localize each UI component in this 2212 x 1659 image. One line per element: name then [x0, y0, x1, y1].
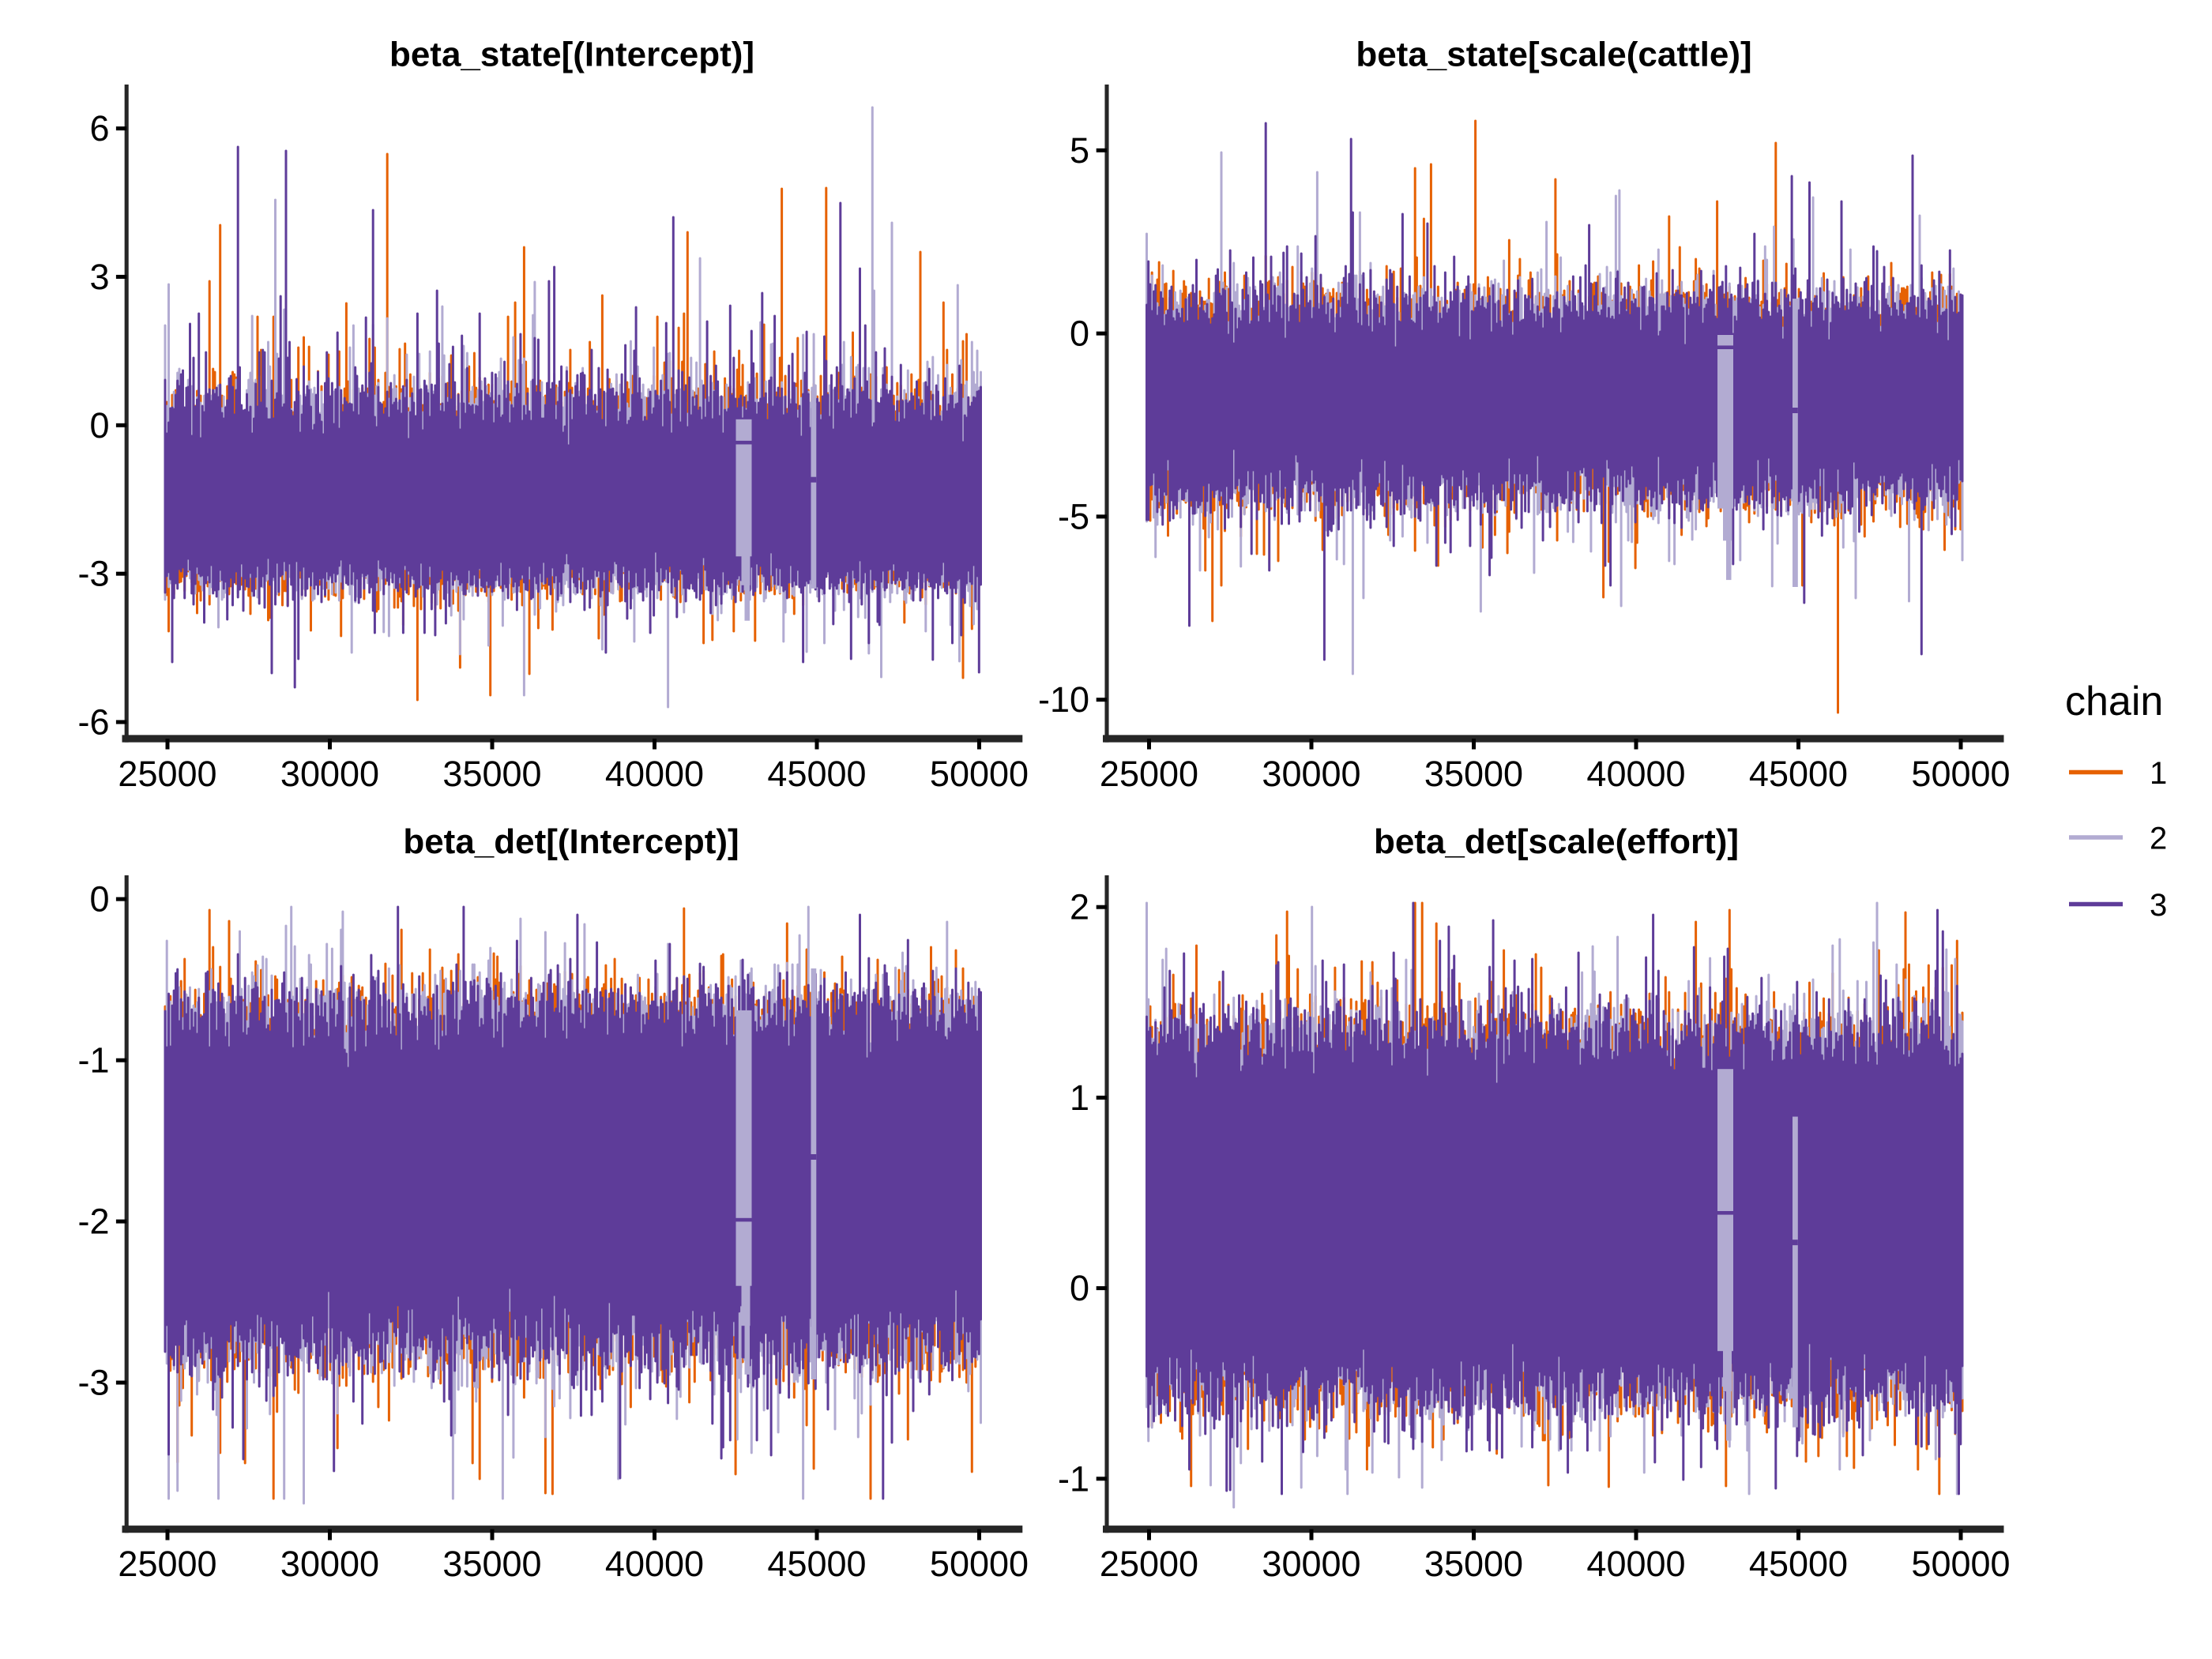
svg-text:40000: 40000 [605, 1544, 704, 1584]
svg-text:2: 2 [2150, 822, 2167, 856]
svg-text:-3: -3 [77, 554, 109, 594]
svg-text:-6: -6 [77, 702, 109, 743]
svg-text:-5: -5 [1058, 496, 1089, 536]
svg-text:0: 0 [89, 879, 109, 920]
svg-text:35000: 35000 [1424, 754, 1523, 794]
svg-text:25000: 25000 [118, 754, 216, 794]
svg-text:-10: -10 [1038, 679, 1089, 720]
svg-text:-1: -1 [77, 1040, 109, 1081]
svg-text:30000: 30000 [280, 1544, 379, 1584]
svg-text:beta_state[(Intercept)]: beta_state[(Intercept)] [389, 36, 754, 74]
svg-text:40000: 40000 [1586, 754, 1685, 794]
svg-text:0: 0 [1070, 314, 1089, 354]
svg-text:3: 3 [89, 257, 109, 297]
svg-text:2: 2 [1070, 887, 1089, 927]
svg-text:-3: -3 [77, 1363, 109, 1403]
svg-text:beta_state[scale(cattle)]: beta_state[scale(cattle)] [1356, 36, 1751, 74]
svg-text:beta_det[(Intercept)]: beta_det[(Intercept)] [403, 822, 739, 861]
svg-text:50000: 50000 [1911, 754, 2010, 794]
svg-text:1: 1 [1070, 1078, 1089, 1118]
svg-text:40000: 40000 [605, 754, 704, 794]
svg-text:5: 5 [1070, 130, 1089, 171]
svg-text:35000: 35000 [442, 1544, 541, 1584]
svg-text:-2: -2 [77, 1202, 109, 1242]
svg-text:6: 6 [89, 108, 109, 149]
svg-text:50000: 50000 [930, 754, 1029, 794]
svg-text:25000: 25000 [1100, 754, 1198, 794]
svg-text:30000: 30000 [1262, 754, 1360, 794]
svg-text:chain: chain [2065, 679, 2163, 724]
svg-text:3: 3 [2150, 888, 2167, 923]
svg-text:30000: 30000 [1262, 1544, 1360, 1584]
svg-text:40000: 40000 [1586, 1544, 1685, 1584]
svg-text:50000: 50000 [930, 1544, 1029, 1584]
svg-text:45000: 45000 [767, 1544, 866, 1584]
svg-text:-1: -1 [1058, 1458, 1089, 1499]
svg-text:35000: 35000 [1424, 1544, 1523, 1584]
svg-text:45000: 45000 [767, 754, 866, 794]
svg-text:0: 0 [1070, 1268, 1089, 1308]
svg-text:1: 1 [2150, 756, 2167, 791]
svg-text:30000: 30000 [280, 754, 379, 794]
svg-text:25000: 25000 [118, 1544, 216, 1584]
svg-text:50000: 50000 [1911, 1544, 2010, 1584]
svg-text:45000: 45000 [1749, 754, 1848, 794]
svg-text:beta_det[scale(effort)]: beta_det[scale(effort)] [1374, 822, 1739, 861]
svg-text:35000: 35000 [442, 754, 541, 794]
svg-text:0: 0 [89, 405, 109, 446]
svg-text:25000: 25000 [1100, 1544, 1198, 1584]
svg-text:45000: 45000 [1749, 1544, 1848, 1584]
